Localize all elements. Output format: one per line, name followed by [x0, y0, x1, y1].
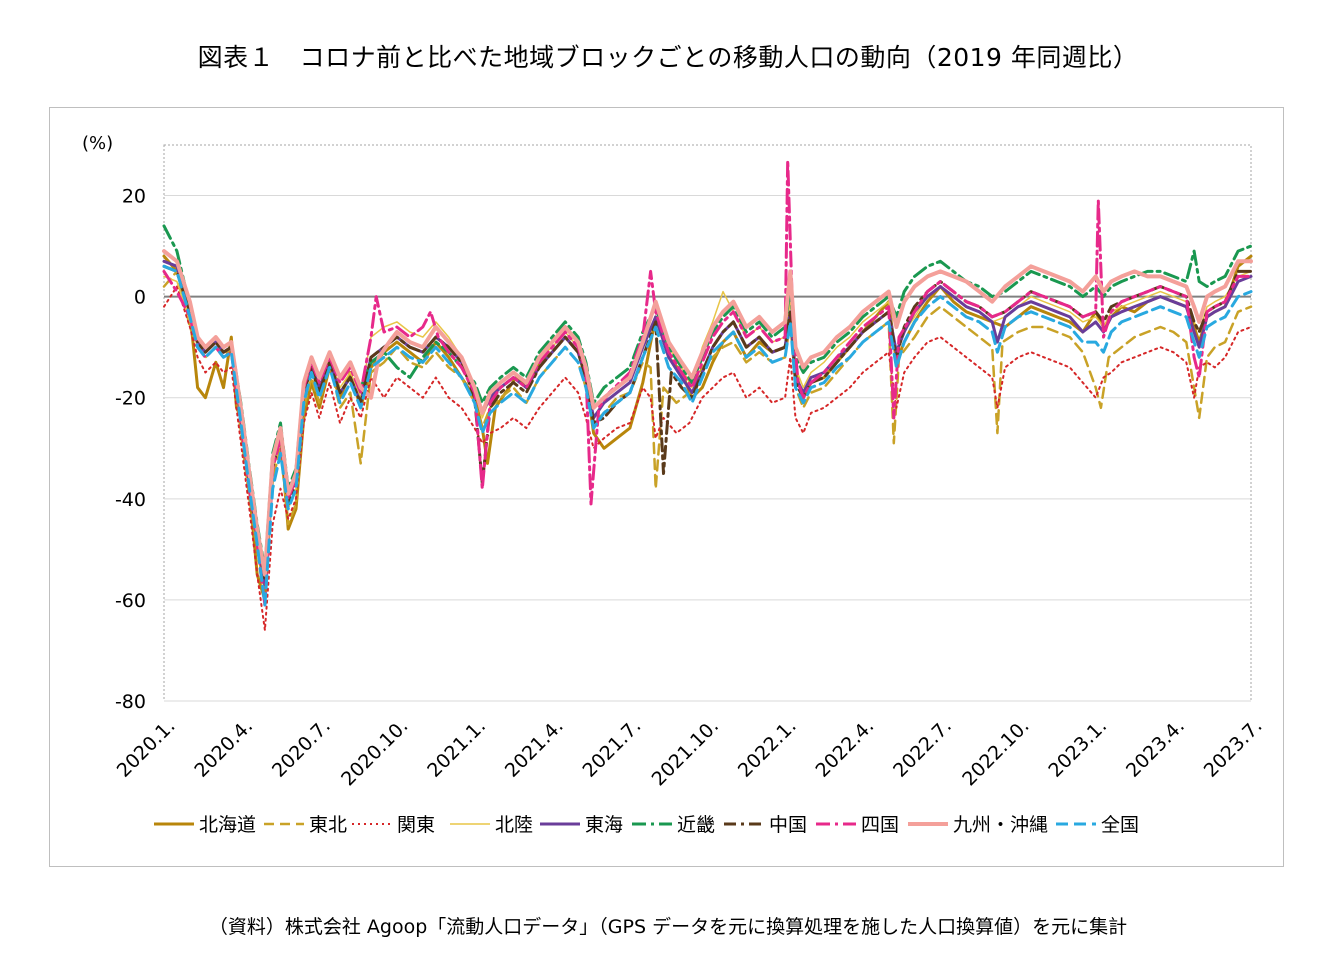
x-tick-label: 2022.10.: [958, 715, 1033, 790]
y-tick-label: 0: [134, 287, 146, 309]
x-tick-label: 2020.4.: [190, 715, 257, 782]
x-tick-label: 2021.7.: [579, 715, 646, 782]
chart-title: 図表１ コロナ前と比べた地域ブロックごとの移動人口の動向（2019 年同週比）: [197, 43, 1139, 72]
legend-label: 東海: [585, 814, 623, 836]
legend-label: 中国: [769, 814, 807, 836]
legend-label: 北陸: [495, 814, 533, 836]
legend-label: 四国: [861, 814, 899, 836]
series-line-10: [162, 264, 1253, 607]
y-tick-label: -60: [115, 590, 146, 612]
y-tick-label: 20: [122, 186, 146, 208]
source-note: （資料）株式会社 Agoop「流動人口データ」（GPS データを元に換算処理を施…: [208, 916, 1128, 938]
legend-label: 東北: [309, 814, 347, 836]
x-tick-label: 2022.1.: [734, 715, 801, 782]
legend-label: 近畿: [677, 814, 715, 836]
series-line-4: [163, 270, 1252, 581]
chart-frame: -80 -60 -40 -20 0 20 (%) 2020.1. 2020.4. 2020.7. 2…: [49, 107, 1284, 867]
series-line-9: [162, 249, 1253, 577]
x-tick-label: 2020.1.: [113, 715, 180, 782]
y-axis-label: (%): [82, 133, 113, 154]
x-tick-label: 2023.1.: [1044, 715, 1111, 782]
y-tick-label: -20: [115, 388, 146, 410]
series-line-5: [162, 259, 1253, 587]
x-tick-label: 2021.10.: [648, 715, 723, 790]
x-tick-label: 2021.4.: [501, 715, 568, 782]
legend-label: 関東: [397, 814, 435, 836]
x-tick-label: 2021.1.: [423, 715, 490, 782]
legend-label: 九州・沖縄: [953, 814, 1048, 836]
plot-border: [163, 144, 1252, 702]
legend-label: 北海道: [199, 814, 256, 836]
x-tick-label: 2022.7.: [889, 715, 956, 782]
series-line-3: [163, 285, 1252, 632]
x-tick-label: 2020.10.: [337, 715, 412, 790]
series-line-1: [162, 254, 1253, 602]
x-tick-label: 2020.7.: [268, 715, 335, 782]
legend-label: 全国: [1101, 814, 1139, 836]
x-tick-label: 2023.4.: [1122, 715, 1189, 782]
x-tick-label: 2023.7.: [1200, 715, 1267, 782]
y-tick-label: -40: [115, 489, 146, 511]
x-tick-label: 2022.4.: [811, 715, 878, 782]
series-line-2: [162, 270, 1253, 592]
y-tick-label: -80: [115, 691, 146, 713]
